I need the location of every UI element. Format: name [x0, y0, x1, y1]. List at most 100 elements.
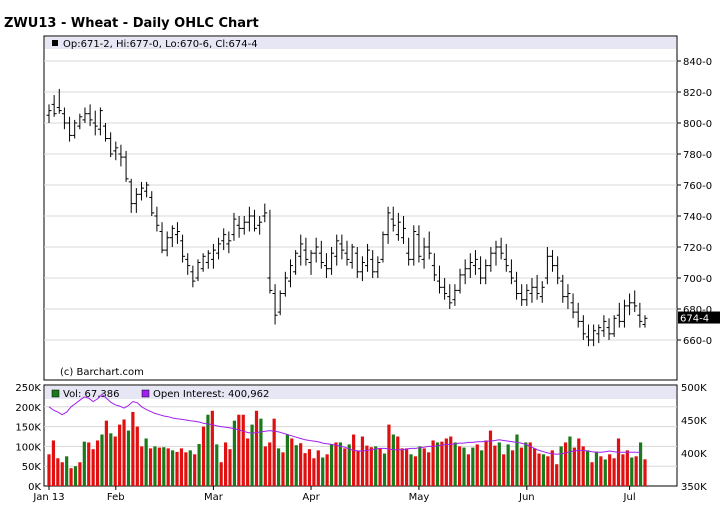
price-axis: 660-0 680-0 700-0 720-0 740-0 760-0 780-0 800-0… [677, 57, 720, 347]
volume-bar [621, 454, 625, 486]
volume-bar [374, 446, 378, 486]
oi-legend-marker [141, 389, 150, 398]
volume-tick-label: 100K [15, 442, 41, 453]
oi-tick-label: 450K [681, 416, 707, 427]
price-panel-frame [43, 35, 678, 381]
volume-bar [56, 458, 60, 486]
ohlc-bar [241, 216, 247, 235]
volume-legend: Vol: 67,386 [63, 389, 120, 400]
volume-bar [294, 445, 298, 486]
volume-bar [616, 438, 621, 486]
ohlc-bar [205, 250, 211, 269]
ohlc-bar [221, 228, 227, 251]
volume-bar [210, 410, 214, 486]
ohlc-bar [51, 95, 57, 117]
volume-bar [237, 414, 241, 486]
volume-bar [546, 456, 550, 486]
ohlc-bar [565, 284, 571, 309]
volume-bar [528, 442, 532, 486]
volume-bar [391, 434, 395, 486]
volume-panel: Vol: 67,386 Open Interest: 400,962 0K 50K… [15, 383, 707, 493]
oi-tick-label: 400K [681, 449, 707, 460]
ohlc-bar [467, 253, 473, 278]
volume-bar [290, 438, 294, 486]
volume-bar [378, 448, 382, 486]
price-tick-label: 680-0 [683, 305, 712, 316]
volume-bar [599, 456, 603, 486]
volume-legend-marker [51, 389, 60, 398]
x-tick-label: Apr [302, 492, 320, 503]
volume-bar [493, 445, 497, 486]
ohlc-bar [303, 237, 309, 266]
ohlc-bar [329, 247, 335, 275]
ohlc-bar [503, 243, 509, 272]
volume-bar [82, 441, 86, 486]
volume-bar [201, 426, 206, 486]
volume-bar [338, 442, 342, 486]
x-tick-label: Jan 13 [32, 492, 64, 503]
volume-bar [316, 450, 320, 486]
ohlc-bar [354, 247, 360, 278]
volume-bar [630, 457, 634, 486]
ohlc-bar [149, 191, 155, 216]
volume-bar [612, 458, 616, 486]
volume-bar [568, 436, 572, 486]
volume-bar [321, 457, 325, 486]
volume-tick-label: 50K [22, 462, 42, 473]
volume-bar [100, 434, 104, 486]
ohlc-bar [246, 206, 252, 232]
volume-tick-label: 0K [28, 482, 41, 493]
volume-bar [480, 450, 484, 486]
volume-bar [427, 452, 431, 486]
x-tick-label: Mar [204, 492, 224, 503]
ohlc-bar [580, 315, 586, 340]
volume-bar [197, 444, 201, 486]
volume-bar [113, 436, 117, 486]
x-tick-label: Feb [107, 492, 125, 503]
volume-bar [488, 430, 493, 486]
ohlc-bar [133, 188, 139, 213]
volume-bar [246, 438, 250, 486]
volume-axis: 0K 50K 100K 150K 200K 250K [15, 383, 41, 493]
ohlc-bar [118, 144, 124, 167]
volume-bar [281, 452, 285, 486]
volume-bar [104, 420, 108, 486]
price-legend-bar [45, 37, 676, 49]
volume-bar [533, 448, 537, 486]
volume-bar [453, 442, 457, 486]
price-tick-label: 720-0 [683, 243, 712, 254]
ohlc-bar [621, 299, 627, 328]
ohlc-bar [416, 225, 422, 263]
volume-bar [405, 448, 409, 486]
chart-title: ZWU13 - Wheat - Daily OHLC Chart [4, 16, 259, 31]
volume-bar [369, 447, 373, 486]
volume-bar [581, 446, 585, 486]
volume-bar [356, 450, 360, 486]
volume-bar [537, 453, 541, 486]
ohlc-bar [200, 253, 206, 272]
ohlc-bar [390, 206, 396, 232]
volume-bar [166, 448, 170, 486]
volume-bar [122, 419, 126, 486]
volume-tick-label: 200K [15, 403, 41, 414]
volume-bar [299, 443, 303, 486]
ohlc-bar [349, 243, 355, 269]
x-tick-label: Jul [623, 492, 636, 503]
volume-bar [69, 468, 73, 486]
volume-bar [148, 448, 153, 486]
ohlc-bar [82, 107, 88, 123]
volume-bar [144, 438, 148, 486]
volume-bar [153, 446, 157, 486]
volume-bar [594, 451, 599, 486]
volume-bar [515, 434, 519, 486]
volume-bar [87, 442, 91, 486]
volume-bar [312, 458, 316, 486]
ohlc-bar [560, 274, 566, 303]
ohlc-bar [56, 88, 62, 114]
ohlc-bar [92, 110, 98, 136]
volume-bar [254, 410, 259, 486]
ohlc-bar [365, 243, 371, 272]
volume-bar [506, 444, 510, 486]
ohlc-bar [180, 234, 186, 263]
